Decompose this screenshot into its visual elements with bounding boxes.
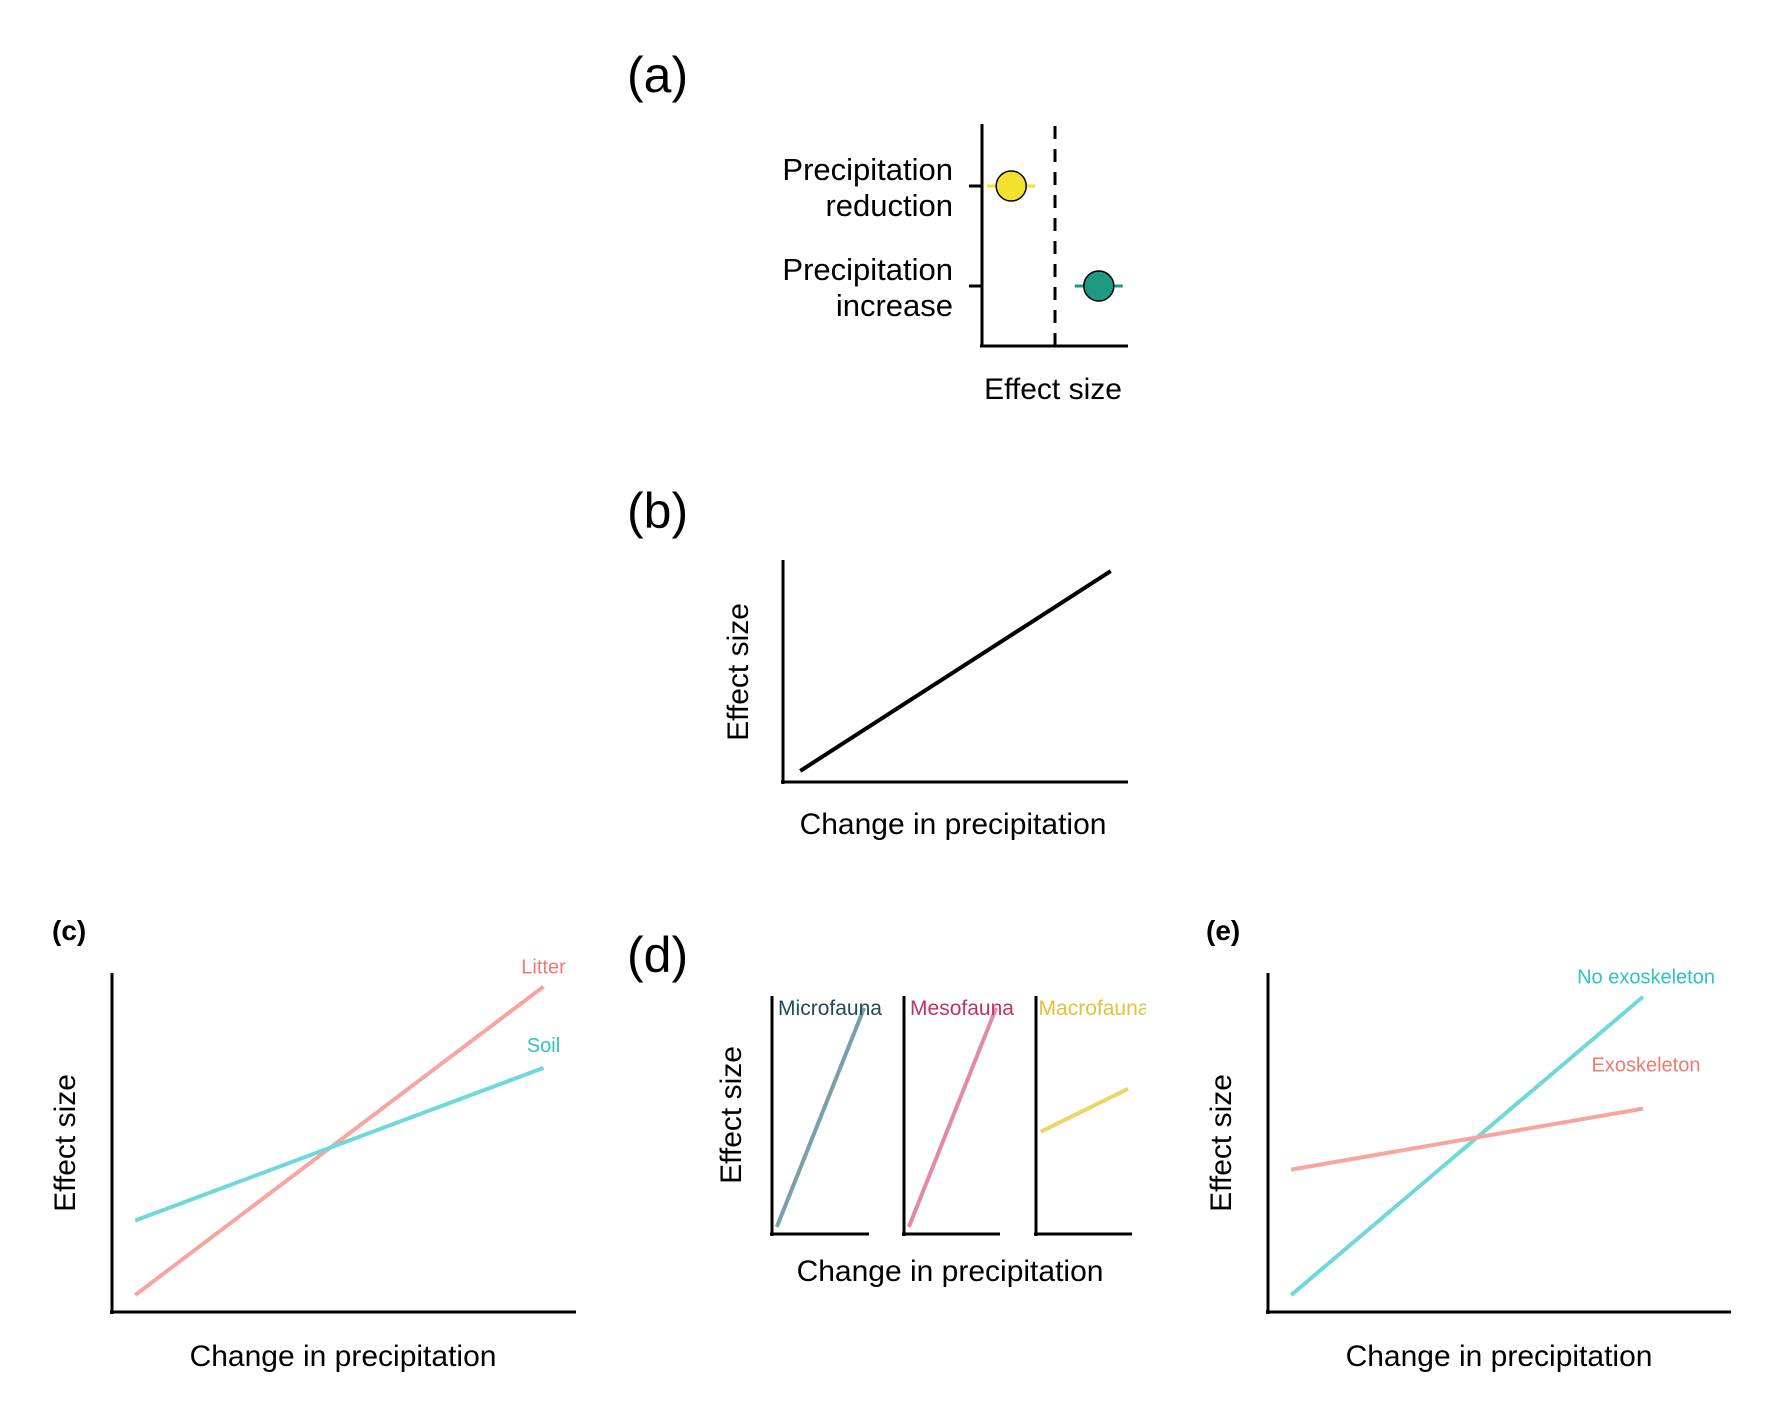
panel-d-line-microfauna <box>774 1007 867 1228</box>
panel-a-point <box>1083 270 1115 302</box>
panel-e-label-no-exoskeleton: No exoskeleton <box>1577 967 1715 989</box>
panel-e-label-exoskeleton: Exoskeleton <box>1592 1055 1701 1077</box>
panel-c-letter: (c) <box>52 915 86 946</box>
panel-c-label-soil: Soil <box>527 1035 560 1057</box>
panel-e-line-no-exoskeleton <box>1289 995 1645 1297</box>
panel-d-line-mesofauna <box>906 1007 999 1228</box>
panel-d-letter: (d) <box>627 927 688 983</box>
panel-c-line-litter <box>133 984 545 1297</box>
panel-b-letter: (b) <box>627 483 688 539</box>
panel-a-category-label: reduction <box>825 188 953 223</box>
panel-a-category-label: Precipitation <box>782 152 953 187</box>
panel-a: (a) Precipitation reduction Precipitatio… <box>627 47 1128 406</box>
panel-c-label-litter: Litter <box>521 957 566 979</box>
panel-b-x-axis-title: Change in precipitation <box>800 808 1107 841</box>
panel-d-x-axis-title: Change in precipitation <box>797 1255 1104 1288</box>
panel-e-letter: (e) <box>1206 915 1240 946</box>
panel-e-x-axis-title: Change in precipitation <box>1346 1340 1653 1373</box>
panel-a-letter: (a) <box>627 47 688 103</box>
panel-c-line-soil <box>134 1066 545 1223</box>
panel-c-y-axis-title: Effect size <box>49 1074 82 1212</box>
panel-b-trend-line <box>799 569 1112 773</box>
panel-d-line-macrofauna <box>1039 1087 1130 1134</box>
panel-d-facet-label-mesofauna: Mesofauna <box>910 997 1014 1020</box>
panel-a-category-label: Precipitation <box>782 252 953 287</box>
panel-c-x-axis-title: Change in precipitation <box>190 1340 497 1373</box>
panel-a-point <box>995 170 1027 202</box>
panel-b: (b) Change in precipitation Effect size <box>627 483 1128 841</box>
panel-a-category-label: increase <box>836 288 953 323</box>
panel-e-y-axis-title: Effect size <box>1205 1074 1238 1212</box>
panel-d-facet-label-macrofauna: Macrofauna <box>1039 997 1150 1020</box>
panel-a-x-axis-title: Effect size <box>984 373 1122 406</box>
panel-d: (d) Microfauna Mesofauna Macrofauna Chan… <box>627 927 1150 1288</box>
panel-b-y-axis-title: Effect size <box>722 603 755 741</box>
panel-e-line-exoskeleton <box>1290 1106 1644 1172</box>
panel-d-y-axis-title: Effect size <box>715 1046 748 1184</box>
panel-c: (c) Litter Soil Change in precipitation E… <box>49 915 576 1373</box>
panel-d-facet-label-microfauna: Microfauna <box>778 997 882 1020</box>
panel-e: (e) No exoskeleton Exoskeleton Change in … <box>1205 915 1731 1373</box>
